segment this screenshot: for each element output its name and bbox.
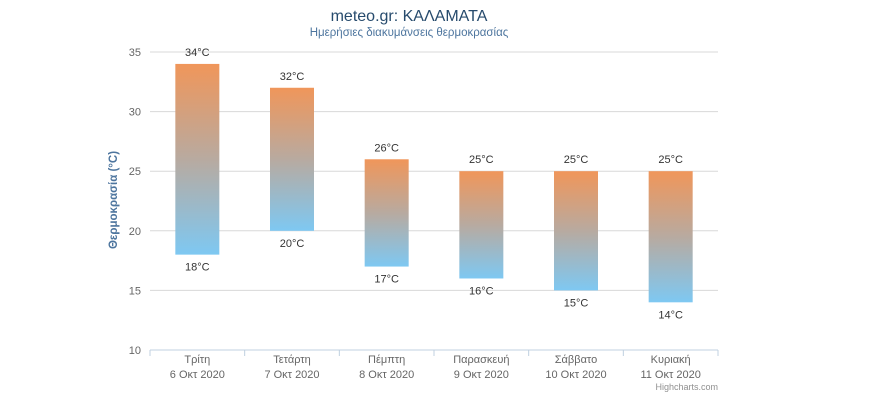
grid-lines	[150, 51, 718, 291]
x-tick-date-label: 7 Οκτ 2020	[264, 369, 319, 381]
x-tick-day-label: Πέμπτη	[368, 354, 405, 366]
y-tick-label: 35	[129, 47, 141, 59]
credits-link[interactable]: Highcharts.com	[655, 382, 718, 392]
chart-title: meteo.gr: ΚΑΛΑΜΑΤΑ	[331, 8, 488, 25]
data-labels: 34°C 18°C 32°C 20°C 26°C 17°C 25°C 16°C 25°C 15°C…	[185, 47, 683, 321]
low-value-label: 17°C	[374, 274, 399, 286]
high-value-label: 25°C	[469, 154, 494, 166]
low-value-label: 18°C	[185, 262, 210, 274]
high-value-label: 26°C	[374, 142, 399, 154]
x-tick-day-label: Παρασκευή	[453, 354, 509, 366]
low-value-label: 20°C	[280, 238, 305, 250]
x-tick-day-label: Τρίτη	[184, 354, 210, 366]
y-tick-label: 20	[129, 226, 141, 238]
y-axis-ticks: 10 15 20 25 30 35	[129, 47, 141, 357]
y-tick-label: 25	[129, 166, 141, 178]
low-value-label: 16°C	[469, 285, 494, 297]
y-tick-label: 30	[129, 107, 141, 119]
range-bar[interactable]	[459, 171, 504, 279]
x-tick-day-label: Τετάρτη	[273, 354, 311, 366]
high-value-label: 25°C	[564, 154, 589, 166]
bar-series	[175, 63, 693, 303]
high-value-label: 25°C	[658, 154, 683, 166]
x-tick-date-label: 10 Οκτ 2020	[545, 369, 606, 381]
range-bar[interactable]	[175, 63, 220, 255]
chart-subtitle: Ημερήσιες διακυμάνσεις θερμοκρασίας	[310, 27, 509, 39]
x-tick-day-label: Κυριακή	[651, 354, 691, 366]
low-value-label: 14°C	[658, 309, 683, 321]
range-bar[interactable]	[270, 87, 314, 231]
y-tick-label: 10	[129, 345, 141, 357]
y-axis-label: Θερμοκρασία (°C)	[108, 151, 120, 249]
x-tick-date-label: 11 Οκτ 2020	[640, 369, 700, 381]
low-value-label: 15°C	[564, 297, 589, 309]
x-tick-date-label: 8 Οκτ 2020	[359, 369, 414, 381]
range-bar[interactable]	[364, 159, 409, 267]
high-value-label: 32°C	[280, 71, 305, 83]
x-tick-day-label: Σάββατο	[555, 354, 597, 366]
range-bar[interactable]	[648, 171, 693, 303]
range-bar[interactable]	[554, 171, 598, 291]
x-tick-date-label: 6 Οκτ 2020	[170, 369, 225, 381]
y-tick-label: 15	[129, 285, 141, 297]
x-axis: Τρίτη 6 Οκτ 2020 Τετάρτη 7 Οκτ 2020 Πέμπτη 8 …	[149, 349, 719, 381]
x-tick-date-label: 9 Οκτ 2020	[454, 369, 509, 381]
high-value-label: 34°C	[185, 47, 210, 59]
